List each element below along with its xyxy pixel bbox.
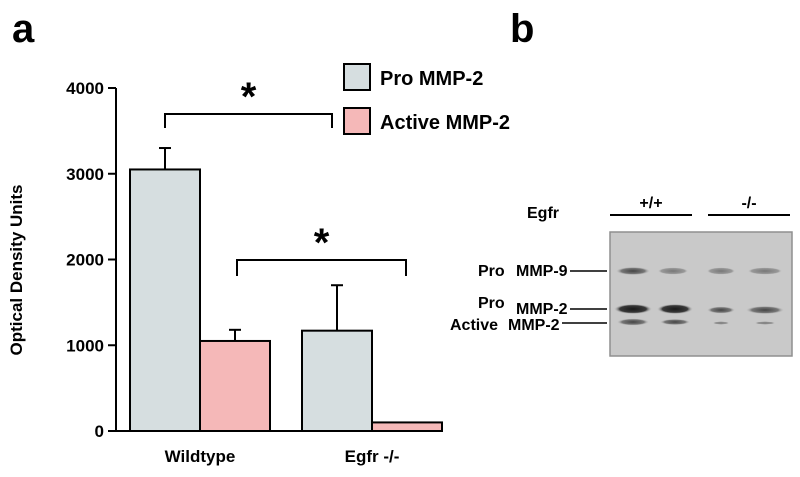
group-label-wt: +/+	[639, 195, 662, 212]
panel-letter-b: b	[510, 7, 534, 51]
significance-bracket	[164, 113, 333, 128]
blot-membrane	[609, 231, 793, 357]
y-ticks: 0 1000 2000 3000 4000	[66, 79, 116, 441]
blot-band	[707, 306, 735, 314]
band-label-name: MMP-9	[516, 263, 568, 280]
legend: Pro MMP-2 Active MMP-2	[343, 63, 510, 135]
y-tick-label: 3000	[66, 165, 104, 184]
blot-band	[614, 304, 652, 314]
blot-band	[707, 267, 735, 275]
group-label-ko: -/-	[741, 195, 756, 212]
band-label-prefix: Pro	[478, 263, 505, 280]
x-categories: Wildtype Egfr -/-	[165, 447, 400, 466]
y-tick-label: 1000	[66, 336, 104, 355]
blot-band	[658, 267, 688, 275]
legend-label: Pro MMP-2	[380, 68, 483, 90]
x-category-label: Wildtype	[165, 447, 236, 466]
significance-brackets: **	[164, 75, 407, 276]
blot-band	[746, 306, 784, 314]
bar	[301, 329, 373, 432]
bar	[371, 421, 443, 432]
y-tick-label: 2000	[66, 251, 104, 270]
blot-band	[617, 318, 649, 326]
significance-bracket	[236, 259, 407, 276]
significance-star: *	[241, 75, 257, 119]
y-axis-label: Optical Density Units	[7, 185, 26, 356]
bar	[129, 168, 201, 432]
blot-band	[713, 321, 729, 325]
significance-star: *	[314, 221, 330, 265]
x-category-label: Egfr -/-	[345, 447, 400, 466]
band-label-name: MMP-2	[516, 301, 568, 318]
legend-swatch	[343, 107, 371, 135]
blot-band	[755, 321, 775, 325]
y-tick-label: 0	[95, 422, 104, 441]
blot-band	[660, 319, 690, 325]
bars	[129, 168, 443, 432]
panel-letter-a: a	[12, 7, 35, 51]
blot-band	[748, 267, 782, 275]
y-tick-label: 4000	[66, 79, 104, 98]
blot-band	[657, 304, 693, 314]
blot-row-header: Egfr	[527, 205, 559, 222]
band-label-prefix: Pro	[478, 295, 505, 312]
band-label-name: MMP-2	[508, 317, 560, 334]
legend-label: Active MMP-2	[380, 112, 510, 134]
error-bars	[159, 147, 343, 341]
western-blot: Egfr +/+ -/-	[450, 195, 793, 357]
bar	[199, 339, 271, 432]
band-label-prefix: Active	[450, 317, 498, 334]
bar-chart: 0 1000 2000 3000 4000 Wildtype Egfr -/- Optic…	[7, 63, 510, 466]
legend-swatch	[343, 63, 371, 91]
blot-band	[616, 267, 650, 275]
